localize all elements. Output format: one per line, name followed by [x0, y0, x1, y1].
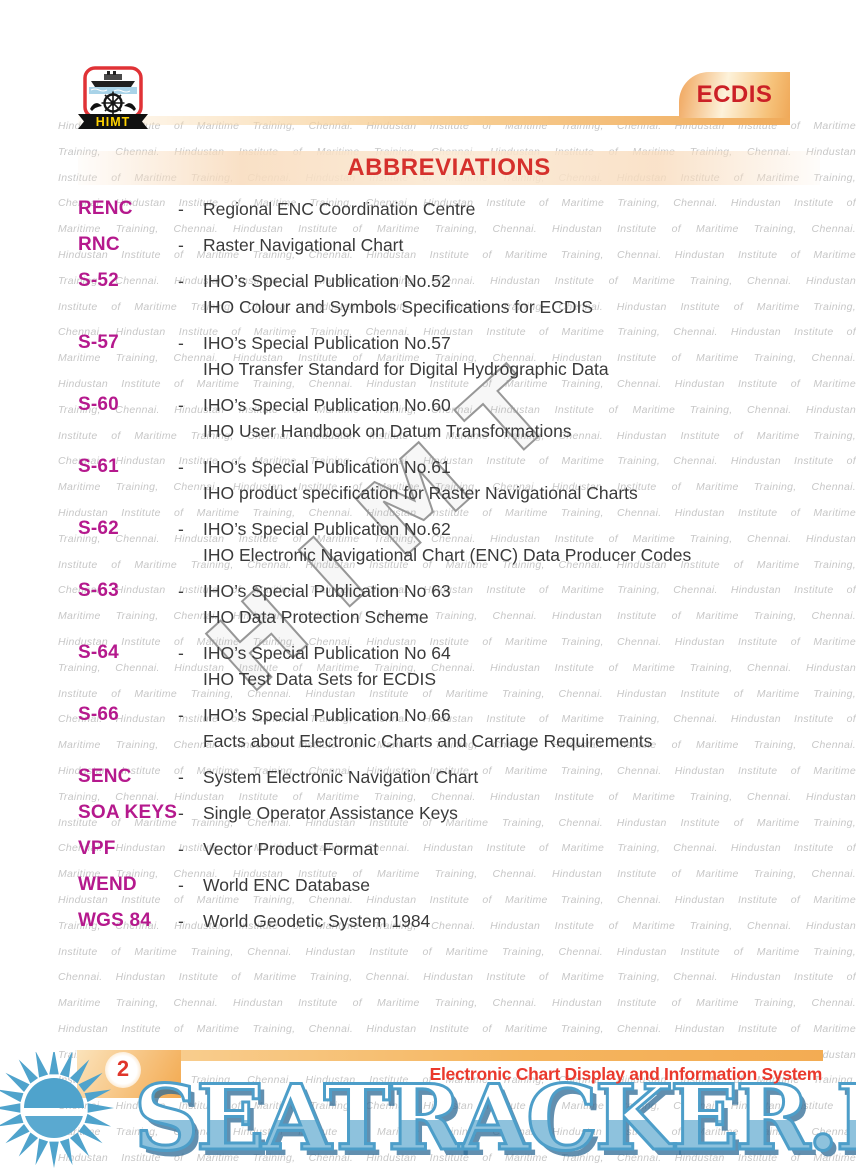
abbreviation-term: S-60	[78, 394, 119, 415]
sun-burst-icon	[0, 1052, 114, 1168]
seatracker-outline-layer: SEATRACKER.RU	[133, 1065, 856, 1169]
separator-dash: -	[178, 643, 184, 663]
ecdis-corner-tab: ECDIS	[679, 72, 790, 118]
abbreviation-term: SENC	[78, 766, 132, 787]
separator-dash: -	[178, 395, 184, 415]
abbreviation-definition: IHO Transfer Standard for Digital Hydrog…	[203, 359, 609, 379]
abbreviation-term: S-57	[78, 332, 119, 353]
abbreviation-entry: S-62 - IHO’s Special Publication No.62 IHO …	[78, 516, 826, 568]
abbreviation-entry: S-61 - IHO’s Special Publication No.61 IHO …	[78, 454, 826, 506]
heading-band: ABBREVIATIONS	[78, 151, 820, 185]
separator-dash: -	[178, 235, 184, 255]
himt-logo: HIMT	[76, 66, 150, 137]
indent-spacer	[78, 418, 203, 444]
separator-dash: -	[178, 839, 184, 859]
abbreviation-term: RNC	[78, 234, 120, 255]
indent-spacer	[78, 294, 203, 320]
abbreviation-definition: World Geodetic System 1984	[203, 911, 431, 931]
himt-logo-label: HIMT	[96, 115, 131, 129]
separator-dash: -	[178, 581, 184, 601]
separator-dash: -	[178, 911, 184, 931]
abbreviation-definition: IHO Electronic Navigational Chart (ENC) …	[203, 545, 692, 565]
abbreviation-list: RENC - Regional ENC Coordination Centre RNC…	[78, 196, 826, 944]
abbreviation-term: S-63	[78, 580, 119, 601]
abbreviation-definition: Single Operator Assistance Keys	[203, 803, 458, 823]
abbreviation-definition: IHO’s Special Publication No 64	[203, 643, 451, 663]
footer-book-title: Electronic Chart Display and Information…	[429, 1064, 823, 1084]
abbreviation-definition: IHO’s Special Publication No.62	[203, 519, 451, 539]
indent-spacer	[78, 480, 203, 506]
seatracker-halftone-layer: SEATRACKER.RU	[134, 1065, 856, 1169]
abbreviation-term: VPF	[78, 838, 116, 859]
indent-spacer	[78, 356, 203, 382]
separator-dash: -	[178, 199, 184, 219]
abbreviation-term: S-66	[78, 704, 119, 725]
separator-dash: -	[178, 875, 184, 895]
indent-spacer	[78, 728, 203, 754]
separator-dash: -	[178, 705, 184, 725]
himt-logo-icon: HIMT	[78, 66, 148, 129]
abbreviation-entry: SOA KEYS - Single Operator Assistance Keys	[78, 800, 826, 826]
abbreviation-definition: Raster Navigational Chart	[203, 235, 404, 255]
abbreviation-definition: IHO’s Special Publication No.57	[203, 333, 451, 353]
abbreviation-definition: IHO Test Data Sets for ECDIS	[203, 669, 437, 689]
abbreviation-definition: Facts about Electronic Charts and Carria…	[203, 731, 653, 751]
abbreviation-definition: Vector Product Format	[203, 839, 379, 859]
abbreviation-definition: IHO User Handbook on Datum Transformatio…	[203, 421, 572, 441]
seatracker-shadow-layer: SEATRACKER.RU	[134, 1065, 856, 1169]
abbreviation-entry: RNC - Raster Navigational Chart	[78, 232, 826, 258]
ecdis-tab-label: ECDIS	[696, 81, 773, 108]
seatracker-fill-layer: SEATRACKER.RU	[134, 1065, 856, 1169]
abbreviation-definition: IHO’s Special Publication No 66	[203, 705, 451, 725]
footer-orange-bar	[77, 1050, 823, 1061]
abbreviation-definition: System Electronic Navigation Chart	[203, 767, 479, 787]
abbreviation-definition: IHO’s Special Publication No.60	[203, 395, 451, 415]
abbreviation-definition: IHO’s Special Publication No 63	[203, 581, 451, 601]
abbreviation-entry: WGS 84 - World Geodetic System 1984	[78, 908, 826, 934]
abbreviation-definition: IHO’s Special Publication No.61	[203, 457, 451, 477]
abbreviation-definition: IHO Colour and Symbols Specifications fo…	[203, 297, 594, 317]
abbreviation-entry: S-60 - IHO’s Special Publication No.60 IHO …	[78, 392, 826, 444]
abbreviation-term: S-61	[78, 456, 119, 477]
abbreviation-entry: S-63 - IHO’s Special Publication No 63 IHO …	[78, 578, 826, 630]
abbreviation-definition: IHO’s Special Publication No.52	[203, 271, 451, 291]
abbreviation-definition: IHO product specification for Raster Nav…	[203, 483, 638, 503]
abbreviation-term: SOA KEYS	[78, 802, 178, 823]
abbreviation-entry: VPF - Vector Product Format	[78, 836, 826, 862]
page-number: 2	[116, 1056, 130, 1081]
page-number-circle	[105, 1052, 141, 1088]
abbreviation-entry: SENC - System Electronic Navigation Chart	[78, 764, 826, 790]
separator-dash: -	[178, 519, 184, 539]
abbreviation-entry: S-64 - IHO’s Special Publication No 64 IHO …	[78, 640, 826, 692]
abbreviation-term: RENC	[78, 198, 133, 219]
separator-dash: -	[178, 457, 184, 477]
page-title: ABBREVIATIONS	[347, 154, 551, 181]
abbreviation-entry: S-66 - IHO’s Special Publication No 66 Fact…	[78, 702, 826, 754]
separator-dash: -	[178, 767, 184, 787]
abbreviation-term: S-52	[78, 270, 119, 291]
abbreviation-term: S-64	[78, 642, 119, 663]
separator-dash: -	[178, 271, 184, 291]
abbreviation-definition: IHO Data Protection Scheme	[203, 607, 429, 627]
abbreviation-term: WGS 84	[78, 910, 151, 931]
abbreviation-definition: Regional ENC Coordination Centre	[203, 199, 476, 219]
separator-dash: -	[178, 803, 184, 823]
indent-spacer	[78, 604, 203, 630]
abbreviation-definition: World ENC Database	[203, 875, 370, 895]
abbreviation-term: S-62	[78, 518, 119, 539]
indent-spacer	[78, 542, 203, 568]
separator-dash: -	[178, 333, 184, 353]
abbreviation-entry: S-57 - IHO’s Special Publication No.57 IHO …	[78, 330, 826, 382]
indent-spacer	[78, 666, 203, 692]
abbreviation-entry: S-52 - IHO’s Special Publication No.52 IHO …	[78, 268, 826, 320]
header-orange-band	[78, 116, 790, 125]
abbreviation-term: WEND	[78, 874, 137, 895]
abbreviation-entry: WEND - World ENC Database	[78, 872, 826, 898]
abbreviation-entry: RENC - Regional ENC Coordination Centre	[78, 196, 826, 222]
